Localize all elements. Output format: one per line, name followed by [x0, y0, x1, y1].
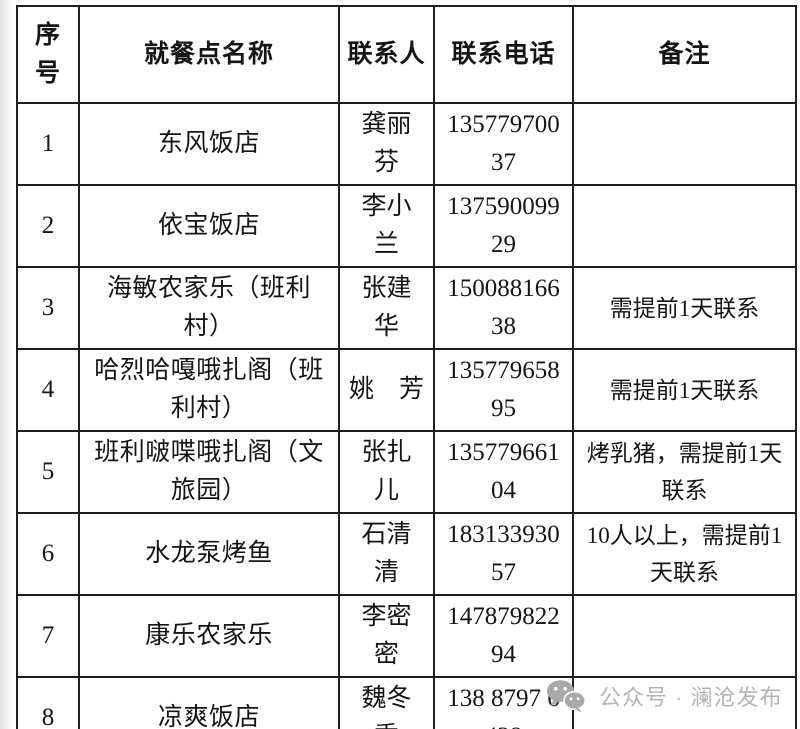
table-row: 4 哈烈哈嘎哦扎阁（班 利村） 姚 芳 135779658 95 需提前1天联系	[16, 348, 797, 432]
remarks-cell: 需提前1天联系	[572, 266, 797, 350]
serial-number-cell: 7	[16, 594, 80, 678]
serial-number-cell: 1	[16, 102, 80, 186]
contact-phone-cell: 135779658 95	[433, 348, 574, 432]
header-serial-number: 序 号	[16, 5, 80, 104]
contact-person-cell: 李小 兰	[338, 184, 435, 268]
header-row: 序 号 就餐点名称 联系人 联系电话 备注	[16, 5, 797, 104]
contact-phone-cell: 183133930 57	[433, 512, 574, 596]
contact-person-cell: 李密 密	[338, 594, 435, 678]
dining-point-name-cell: 康乐农家乐	[78, 594, 340, 678]
remarks-cell	[572, 594, 797, 678]
header-dining-point-name: 就餐点名称	[78, 5, 340, 104]
table-row: 3 海敏农家乐（班利 村） 张建 华 150088166 38 需提前1天联系	[16, 266, 797, 350]
contact-person-cell: 张建 华	[338, 266, 435, 350]
dining-point-name-cell: 哈烈哈嘎哦扎阁（班 利村）	[78, 348, 340, 432]
remarks-cell: 10人以上，需提前1 天联系	[572, 512, 797, 596]
contact-person-cell: 龚丽 芬	[338, 102, 435, 186]
table-row: 1 东风饭店 龚丽 芬 135779700 37	[16, 102, 797, 186]
table-row: 6 水龙泵烤鱼 石清 清 183133930 57 10人以上，需提前1 天联系	[16, 512, 797, 596]
dining-point-name-cell: 凉爽饭店	[78, 676, 340, 729]
header-remarks: 备注	[572, 5, 797, 104]
dining-points-table: 序 号 就餐点名称 联系人 联系电话 备注 1 东风饭店 龚丽 芬 135779…	[16, 5, 797, 729]
dining-point-name-cell: 水龙泵烤鱼	[78, 512, 340, 596]
table-row: 2 依宝饭店 李小 兰 137590099 29	[16, 184, 797, 268]
serial-number-cell: 5	[16, 430, 80, 514]
dining-point-name-cell: 班利啵喋哦扎阁（文 旅园）	[78, 430, 340, 514]
contact-phone-cell: 137590099 29	[433, 184, 574, 268]
contact-phone-cell: 147879822 94	[433, 594, 574, 678]
contact-person-cell: 魏冬 秀	[338, 676, 435, 729]
header-contact-person: 联系人	[338, 5, 435, 104]
remarks-cell	[572, 102, 797, 186]
contact-phone-cell: 150088166 38	[433, 266, 574, 350]
dining-point-name-cell: 依宝饭店	[78, 184, 340, 268]
contact-phone-cell: 135779700 37	[433, 102, 574, 186]
header-contact-phone: 联系电话	[433, 5, 574, 104]
watermark-text: 公众号 · 澜沧发布	[599, 685, 783, 710]
remarks-cell	[572, 184, 797, 268]
serial-number-cell: 6	[16, 512, 80, 596]
contact-person-cell: 张扎 儿	[338, 430, 435, 514]
contact-person-cell: 石清 清	[338, 512, 435, 596]
remarks-cell: 烤乳猪，需提前1天 联系	[572, 430, 797, 514]
page-edge-shadow	[0, 0, 11, 729]
table-row: 7 康乐农家乐 李密 密 147879822 94	[16, 594, 797, 678]
serial-number-cell: 4	[16, 348, 80, 432]
dining-point-name-cell: 东风饭店	[78, 102, 340, 186]
contact-phone-cell: 135779661 04	[433, 430, 574, 514]
remarks-cell	[572, 676, 797, 729]
remarks-cell: 需提前1天联系	[572, 348, 797, 432]
dining-point-name-cell: 海敏农家乐（班利 村）	[78, 266, 340, 350]
wechat-icon	[546, 679, 586, 713]
serial-number-cell: 3	[16, 266, 80, 350]
contact-person-cell: 姚 芳	[338, 348, 435, 432]
table-row: 5 班利啵喋哦扎阁（文 旅园） 张扎 儿 135779661 04 烤乳猪，需提…	[16, 430, 797, 514]
serial-number-cell: 8	[16, 676, 80, 729]
watermark: 公众号 · 澜沧发布	[546, 679, 783, 713]
serial-number-cell: 2	[16, 184, 80, 268]
table-row: 8 凉爽饭店 魏冬 秀 138 8797 6 438	[16, 676, 797, 729]
